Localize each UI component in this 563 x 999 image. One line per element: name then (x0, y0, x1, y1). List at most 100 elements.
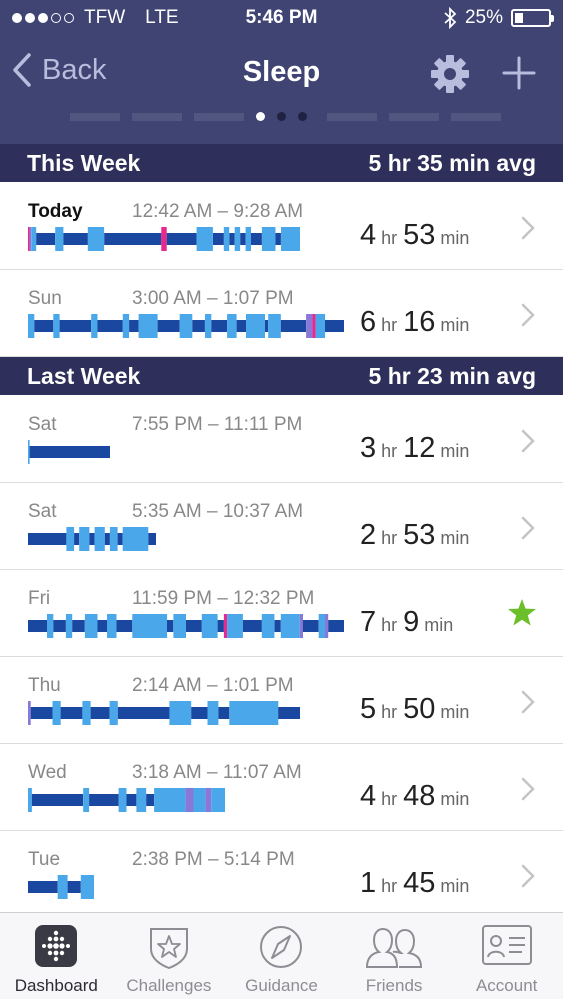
sleep-segment-deep (29, 446, 110, 458)
sleep-segment-deep (265, 320, 269, 332)
sleep-log-row[interactable]: Today 12:42 AM – 9:28 AM 4 hr 53 min (0, 183, 563, 270)
sleep-segment-awake (161, 227, 167, 251)
section-title: Last Week (27, 362, 141, 389)
sleep-segment-light (66, 527, 75, 551)
hours-unit: hr (381, 315, 398, 335)
tab-label: Guidance (245, 976, 318, 995)
pager-dot[interactable] (256, 112, 265, 121)
sleep-segment-deep (28, 533, 67, 545)
section-average: 5 hr 23 min avg (368, 362, 536, 389)
chevron-right-icon (521, 864, 535, 888)
sleep-segment-deep (36, 233, 56, 245)
sleep-segment-light (109, 701, 118, 725)
tab-label: Friends (365, 976, 423, 995)
sleep-log-row[interactable]: Fri 11:59 PM – 12:32 PM 7 hr 9 min (0, 570, 563, 657)
sleep-segment-light (31, 227, 37, 251)
section-average: 5 hr 35 min avg (368, 149, 536, 176)
sleep-segment-deep (275, 233, 281, 245)
plus-icon[interactable] (501, 55, 537, 91)
signal-dot (51, 13, 61, 23)
sleep-stage-bar (28, 788, 225, 812)
sleep-segment-deep (104, 233, 162, 245)
sleep-log-row[interactable]: Sat 5:35 AM – 10:37 AM 2 hr 53 min (0, 483, 563, 570)
sleep-segment-light (57, 875, 68, 899)
sleep-segment-deep (30, 707, 53, 719)
chevron-shape (521, 216, 535, 240)
sleep-log-row[interactable]: Sat 7:55 PM – 11:11 PM 3 hr 12 min (0, 396, 563, 483)
sleep-segment-deep (242, 620, 262, 632)
chevron-right-icon (521, 516, 535, 540)
tab-label: Dashboard (14, 976, 98, 995)
duration-hours: 3 (360, 432, 377, 464)
tab-guidance[interactable]: Guidance (225, 913, 338, 999)
tab-challenges[interactable]: Challenges (113, 913, 226, 999)
sleep-segment-light (280, 614, 300, 638)
sleep-stage-bar (28, 614, 344, 638)
minutes-unit: min (440, 876, 470, 896)
tab-account[interactable]: Account (450, 913, 563, 999)
sleep-segment-light (122, 314, 130, 338)
tab-friends[interactable]: Friends (338, 913, 451, 999)
chevron-shape (521, 777, 535, 801)
tab-label: Challenges (126, 976, 212, 995)
chevron-shape (521, 429, 535, 453)
duration-minutes: 12 (403, 432, 436, 464)
status-right: 25% (443, 7, 554, 29)
sleep-log-row[interactable]: Thu 2:14 AM – 1:01 PM 5 hr 50 min (0, 657, 563, 744)
sleep-segment-deep (157, 320, 180, 332)
sleep-duration: 4 hr 48 min (360, 780, 475, 813)
pager-dots (256, 112, 307, 121)
signal-dot (38, 13, 48, 23)
chevron-shape (521, 516, 535, 540)
sleep-duration: 1 hr 45 min (360, 867, 475, 900)
chevron-shape (521, 690, 535, 714)
sleep-segment-deep (217, 620, 224, 632)
sleep-segment-deep (213, 233, 224, 245)
sleep-segment-light (109, 527, 118, 551)
sleep-log-row[interactable]: Sun 3:00 AM – 1:07 PM 6 hr 16 min (0, 270, 563, 357)
sleep-segment-light (261, 227, 276, 251)
sleep-segment-deep (31, 794, 84, 806)
sleep-stage-bar (28, 440, 110, 464)
sleep-segment-deep (280, 320, 307, 332)
sleep-segment-light (138, 314, 158, 338)
sleep-segment-deep (211, 320, 228, 332)
duration-hours: 2 (360, 519, 377, 551)
sleep-segment-light (132, 614, 168, 638)
sleep-duration: 6 hr 16 min (360, 306, 475, 339)
sleep-stage-bar (28, 701, 300, 725)
tab-dashboard[interactable]: Dashboard (0, 913, 113, 999)
challenges-icon (149, 928, 188, 969)
signal-dot (12, 13, 22, 23)
duration-hours: 7 (360, 606, 377, 638)
sleep-log-row[interactable]: Tue 2:38 PM – 5:14 PM 1 hr 45 min (0, 831, 563, 918)
sleep-segment-light (234, 227, 241, 251)
hours-unit: hr (381, 528, 398, 548)
back-button[interactable]: Back (12, 52, 106, 88)
sleep-segment-light (261, 614, 275, 638)
status-bar: TFW LTE 5:46 PM 25% (0, 0, 563, 36)
signal-icon (12, 13, 74, 23)
row-day: Sun (28, 288, 62, 309)
gear-icon[interactable] (430, 54, 470, 94)
pager-dot[interactable] (277, 112, 286, 121)
sleep-log-row[interactable]: Wed 3:18 AM – 11:07 AM 4 hr 48 min (0, 744, 563, 831)
sleep-stage-bar (28, 527, 156, 551)
sleep-duration: 5 hr 50 min (360, 693, 475, 726)
star-icon (508, 599, 536, 626)
page-indicator (70, 112, 513, 121)
sleep-segment-deep (229, 233, 235, 245)
sleep-segment-deep (60, 707, 83, 719)
sleep-segment-deep (146, 794, 155, 806)
pager-dot[interactable] (298, 112, 307, 121)
row-day: Sat (28, 501, 57, 522)
signal-dot (64, 13, 74, 23)
sleep-segment-deep (302, 620, 319, 632)
sleep-segment-restless (185, 788, 194, 812)
sleep-segment-deep (97, 620, 107, 632)
sleep-segment-light (122, 527, 149, 551)
sleep-segment-deep (97, 320, 123, 332)
row-time-range: 3:00 AM – 1:07 PM (132, 288, 294, 309)
sleep-segment-deep (191, 707, 208, 719)
sleep-segment-deep (166, 233, 197, 245)
